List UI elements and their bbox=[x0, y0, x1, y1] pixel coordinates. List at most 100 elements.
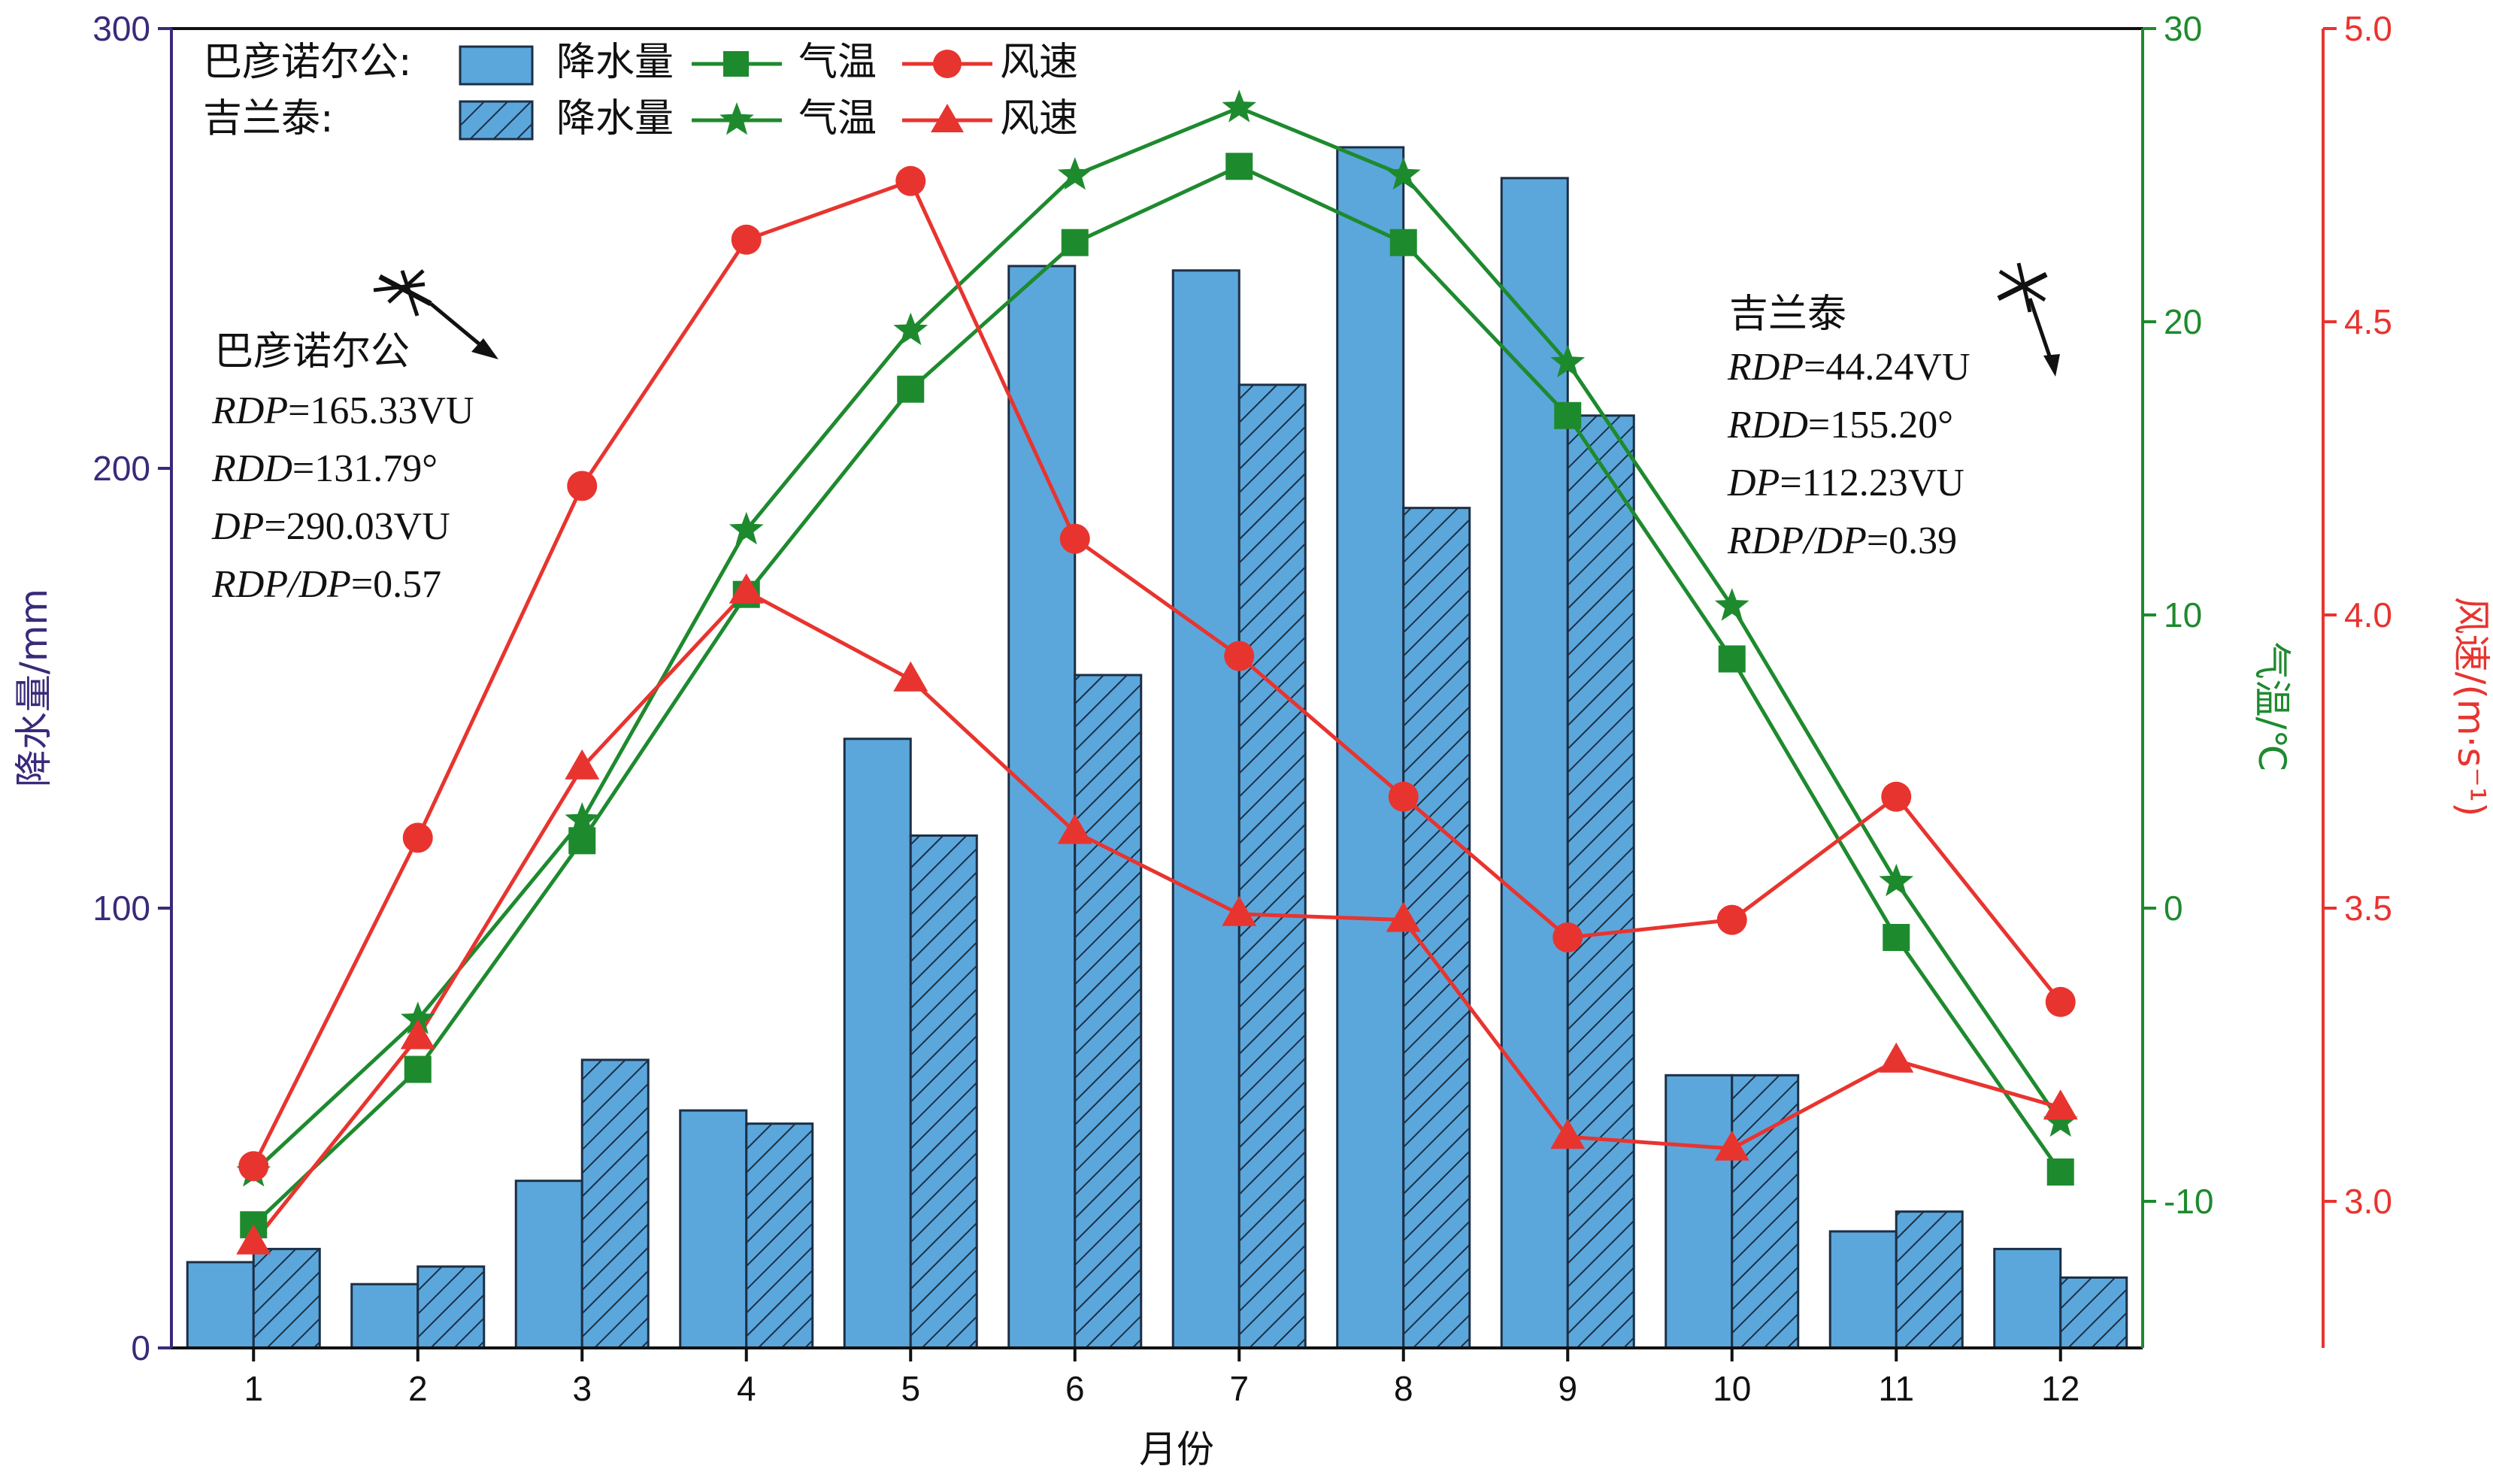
wind-point-triangle-9 bbox=[1550, 1119, 1586, 1149]
x-tick-label-1: 1 bbox=[244, 1369, 263, 1408]
temp-point-star-11 bbox=[1879, 863, 1914, 897]
temp-point-star-2 bbox=[400, 1001, 435, 1034]
legend-label-precip-2: 降水量 bbox=[556, 96, 674, 141]
x-tick-label-4: 4 bbox=[737, 1369, 756, 1408]
wind-point-circle-12 bbox=[2045, 986, 2076, 1017]
right2-axis-tick-label-3: 4.5 bbox=[2344, 302, 2392, 341]
temp-point-star-12 bbox=[2043, 1104, 2078, 1137]
annotation-line-1-1: RDP=165.33VU bbox=[211, 389, 474, 432]
temp-line-square bbox=[252, 164, 2062, 1227]
bar-jilantai-month-12 bbox=[2059, 1276, 2128, 1349]
legend-swatch-precip-2 bbox=[459, 100, 534, 141]
bar-jilantai-month-3 bbox=[580, 1058, 650, 1349]
right2-axis-tick-label-4: 5.0 bbox=[2344, 9, 2392, 48]
right1-axis-tick-label-1: 0 bbox=[2164, 889, 2183, 928]
bar-jilantai-month-6 bbox=[1074, 674, 1143, 1349]
annotation-title-2: 吉兰泰 bbox=[1729, 292, 1846, 337]
wind-point-circle-2 bbox=[402, 822, 433, 853]
right2-axis-tick-label-1: 3.5 bbox=[2344, 889, 2392, 928]
x-tick-label-12: 12 bbox=[2041, 1369, 2080, 1408]
annotation-line-2-4: RDP/DP=0.39 bbox=[1727, 519, 1957, 562]
temp-point-star-6 bbox=[1057, 157, 1092, 190]
legend-label-wind-2: 风速 bbox=[1000, 96, 1078, 141]
wind-point-triangle-10 bbox=[1714, 1130, 1749, 1161]
series-markers bbox=[236, 89, 2078, 1255]
temp-point-square-9 bbox=[1554, 401, 1582, 429]
annotation-line-2-2: RDD=155.20° bbox=[1727, 404, 1953, 447]
wind-point-triangle-2 bbox=[400, 1019, 435, 1049]
left-axis-tick-label-0: 0 bbox=[131, 1328, 150, 1367]
legend: 巴彦诺尔公: 降水量 气温 风速 吉兰泰: 降水量 气温 风速 bbox=[203, 40, 1078, 141]
bar-bayan-month-7 bbox=[1171, 269, 1240, 1349]
x-axis-title: 月份 bbox=[1139, 1428, 1214, 1471]
temp-point-star-3 bbox=[565, 802, 600, 835]
wind-point-triangle-6 bbox=[1057, 813, 1092, 844]
bar-bayan-month-11 bbox=[1828, 1230, 1898, 1349]
legend-swatch-precip-1 bbox=[459, 45, 534, 86]
bar-bayan-month-4 bbox=[679, 1109, 748, 1349]
temp-point-star-9 bbox=[1550, 344, 1586, 377]
x-tick-label-6: 6 bbox=[1065, 1369, 1085, 1408]
temp-point-star-5 bbox=[893, 312, 928, 346]
wind-rose-icon bbox=[1997, 262, 2060, 377]
annotation-line-2-1: RDP=44.24VU bbox=[1727, 346, 1970, 389]
wind-line-circle bbox=[252, 178, 2062, 1168]
precip-bars bbox=[186, 146, 2128, 1349]
axes: 1 2 3 4 5 6 7 8 9 10 11 120100200300-1001020303.03.… bbox=[92, 9, 2392, 1408]
right2-axis-title: 风速/(m·s⁻¹) bbox=[2449, 597, 2493, 817]
right1-axis-tick-label-4: 30 bbox=[2164, 9, 2202, 48]
series-lines bbox=[252, 105, 2062, 1244]
wind-point-triangle-8 bbox=[1386, 901, 1421, 932]
bar-jilantai-month-4 bbox=[745, 1122, 814, 1349]
wind-line-triangle bbox=[252, 589, 2061, 1244]
temp-point-square-11 bbox=[1883, 924, 1910, 951]
bar-bayan-month-10 bbox=[1665, 1074, 1734, 1349]
temp-point-square-10 bbox=[1718, 645, 1746, 673]
x-tick-label-9: 9 bbox=[1558, 1369, 1577, 1408]
x-tick-label-2: 2 bbox=[408, 1369, 428, 1408]
annotation-station-2: 吉兰泰 RDP=44.24VU RDD=155.20° DP=112.23VU … bbox=[1727, 262, 2060, 562]
wind-rose-icon bbox=[373, 269, 498, 359]
left-axis-title: 降水量/mm bbox=[12, 589, 56, 787]
bar-jilantai-month-9 bbox=[1566, 414, 1635, 1349]
wind-point-circle-5 bbox=[895, 165, 926, 196]
wind-point-circle-7 bbox=[1224, 641, 1255, 671]
legend-marker-wind-2 bbox=[931, 104, 964, 132]
plot-area bbox=[171, 29, 2143, 1348]
bar-jilantai-month-10 bbox=[1731, 1074, 1800, 1349]
x-tick-label-8: 8 bbox=[1394, 1369, 1413, 1408]
bar-jilantai-month-5 bbox=[909, 834, 978, 1349]
right2-axis-tick-label-2: 4.0 bbox=[2344, 595, 2392, 634]
bar-jilantai-month-1 bbox=[252, 1247, 321, 1349]
wind-point-circle-9 bbox=[1552, 922, 1583, 952]
temp-point-square-5 bbox=[897, 375, 925, 403]
right1-axis-tick-label-3: 20 bbox=[2164, 302, 2202, 341]
right1-axis-tick-label-2: 10 bbox=[2164, 595, 2202, 634]
bar-bayan-month-12 bbox=[1993, 1247, 2062, 1349]
right1-axis-tick-label-0: -10 bbox=[2164, 1182, 2213, 1221]
legend-label-temp-2: 气温 bbox=[798, 96, 877, 141]
wind-point-circle-8 bbox=[1388, 781, 1419, 812]
legend-label-precip-1: 降水量 bbox=[556, 40, 674, 85]
wind-point-circle-6 bbox=[1059, 523, 1090, 554]
annotation-line-1-4: RDP/DP=0.57 bbox=[211, 563, 441, 606]
left-axis-tick-label-1: 100 bbox=[92, 889, 150, 928]
temp-point-square-6 bbox=[1061, 229, 1089, 256]
legend-label-temp-1: 气温 bbox=[798, 40, 877, 85]
temp-point-square-12 bbox=[2046, 1158, 2074, 1186]
temp-line-star bbox=[252, 105, 2062, 1174]
temp-point-square-7 bbox=[1225, 153, 1253, 180]
wind-point-circle-3 bbox=[567, 471, 598, 501]
legend-station-2: 吉兰泰: bbox=[203, 96, 334, 141]
x-tick-label-5: 5 bbox=[901, 1369, 920, 1408]
right1-axis-title: 气温/℃ bbox=[2250, 642, 2294, 772]
bar-jilantai-month-11 bbox=[1895, 1210, 1964, 1349]
legend-marker-temp-2 bbox=[719, 102, 754, 135]
x-tick-label-7: 7 bbox=[1229, 1369, 1249, 1408]
x-tick-label-3: 3 bbox=[572, 1369, 592, 1408]
annotation-line-2-3: DP=112.23VU bbox=[1727, 462, 1964, 504]
temp-point-star-8 bbox=[1386, 157, 1421, 190]
legend-station-1: 巴彦诺尔公: bbox=[203, 40, 412, 85]
wind-point-triangle-7 bbox=[1222, 895, 1257, 926]
